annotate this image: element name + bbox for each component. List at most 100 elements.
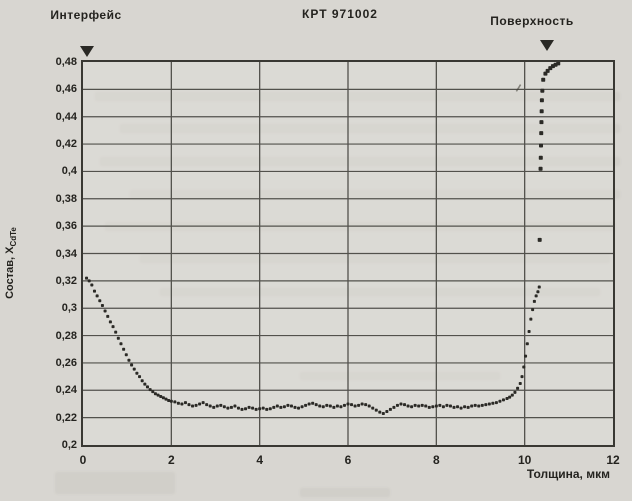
y-tick-label: 0,36: [55, 220, 77, 233]
data-point-composition-profile: [311, 401, 315, 405]
data-point-composition-profile: [100, 303, 104, 307]
data-point-composition-profile: [173, 400, 177, 404]
data-point-surface-spike: [539, 109, 544, 114]
data-point-composition-profile: [106, 314, 110, 318]
chart-canvas: [83, 62, 613, 445]
data-point-surface-spike: [538, 166, 543, 171]
data-point-composition-profile: [98, 299, 102, 303]
data-point-composition-profile: [258, 407, 262, 411]
data-point-composition-profile: [367, 404, 371, 408]
data-point-composition-profile: [103, 309, 107, 313]
data-point-composition-profile: [441, 405, 445, 409]
data-point-composition-profile: [487, 402, 491, 406]
data-point-composition-profile: [116, 336, 120, 340]
data-point-composition-profile: [431, 405, 435, 409]
surface-label: Поверхность: [490, 14, 574, 28]
data-point-composition-profile: [381, 412, 385, 416]
data-point-surface-spike: [538, 155, 543, 160]
data-point-composition-profile: [111, 325, 115, 329]
data-point-composition-profile: [143, 382, 147, 386]
data-point-composition-profile: [289, 404, 293, 408]
y-tick-label: 0,32: [55, 274, 77, 287]
data-point-composition-profile: [484, 403, 488, 407]
data-point-composition-profile: [279, 405, 283, 409]
data-point-composition-profile: [438, 403, 442, 407]
data-point-composition-profile: [240, 407, 244, 411]
data-point-composition-profile: [392, 405, 396, 409]
y-axis-title-text: Состав, X: [4, 246, 16, 299]
data-point-composition-profile: [371, 406, 375, 410]
data-point-composition-profile: [353, 404, 357, 408]
data-point-composition-profile: [537, 285, 541, 289]
data-point-composition-profile: [132, 367, 136, 371]
data-point-composition-profile: [122, 347, 126, 351]
data-point-composition-profile: [167, 399, 171, 403]
data-point-composition-profile: [527, 329, 531, 333]
data-point-composition-profile: [307, 402, 311, 406]
data-point-composition-profile: [247, 405, 251, 409]
data-point-composition-profile: [364, 403, 368, 407]
data-point-surface-spike: [539, 98, 544, 103]
data-point-surface-spike: [539, 120, 544, 125]
data-point-surface-spike: [556, 62, 561, 66]
data-point-composition-profile: [532, 299, 536, 303]
data-point-composition-profile: [346, 402, 350, 406]
data-point-composition-profile: [215, 404, 219, 408]
data-point-composition-profile: [161, 396, 165, 400]
data-point-composition-profile: [194, 403, 198, 407]
data-point-composition-profile: [536, 290, 540, 294]
y-axis-title: Состав, XCdTe: [4, 158, 18, 368]
data-point-composition-profile: [127, 358, 131, 362]
data-point-composition-profile: [156, 393, 160, 397]
data-point-composition-profile: [335, 404, 339, 408]
data-point-composition-profile: [169, 399, 173, 403]
data-point-composition-profile: [297, 406, 301, 410]
chart-title: КРТ 971002: [302, 7, 378, 21]
data-point-composition-profile: [92, 289, 96, 293]
data-point-composition-profile: [513, 390, 517, 394]
data-point-composition-profile: [420, 403, 424, 407]
data-point-composition-profile: [251, 406, 255, 410]
data-point-composition-profile: [130, 363, 134, 367]
data-point-composition-profile: [244, 407, 248, 411]
data-point-composition-profile: [385, 409, 389, 413]
data-point-composition-profile: [159, 394, 163, 398]
x-axis-title: Толщина, мкм: [526, 467, 610, 481]
data-point-composition-profile: [254, 407, 258, 411]
data-point-composition-profile: [183, 401, 187, 405]
data-point-composition-profile: [477, 404, 481, 408]
data-point-composition-profile: [314, 403, 318, 407]
y-tick-label: 0,34: [55, 247, 77, 260]
data-point-composition-profile: [187, 403, 191, 407]
data-point-composition-profile: [508, 395, 512, 399]
data-point-composition-profile: [529, 317, 533, 321]
data-point-composition-profile: [328, 404, 332, 408]
data-point-composition-profile: [325, 403, 329, 407]
data-point-composition-profile: [114, 330, 118, 334]
data-point-composition-profile: [135, 371, 139, 375]
data-point-surface-spike: [539, 143, 544, 148]
y-tick-label: 0,4: [61, 165, 77, 178]
data-point-composition-profile: [145, 385, 149, 389]
data-point-composition-profile: [424, 404, 428, 408]
surface-triangle-marker: [540, 40, 554, 51]
data-point-surface-spike: [539, 131, 544, 136]
x-tick-label: 12: [606, 453, 620, 467]
data-point-composition-profile: [357, 403, 361, 407]
data-point-composition-profile: [201, 401, 205, 405]
data-point-composition-profile: [413, 403, 417, 407]
data-point-composition-profile: [403, 403, 407, 407]
data-point-composition-profile: [332, 405, 336, 409]
y-tick-label: 0,42: [55, 138, 77, 151]
data-point-composition-profile: [229, 405, 233, 409]
data-point-composition-profile: [304, 403, 308, 407]
data-point-composition-profile: [87, 279, 91, 283]
data-point-composition-profile: [208, 404, 212, 408]
data-point-composition-profile: [501, 398, 505, 402]
data-point-composition-profile: [140, 379, 144, 383]
data-point-composition-profile: [176, 401, 180, 405]
data-point-composition-profile: [153, 392, 157, 396]
data-point-composition-profile: [434, 404, 438, 408]
y-axis-title-subscript: CdTe: [9, 227, 19, 247]
